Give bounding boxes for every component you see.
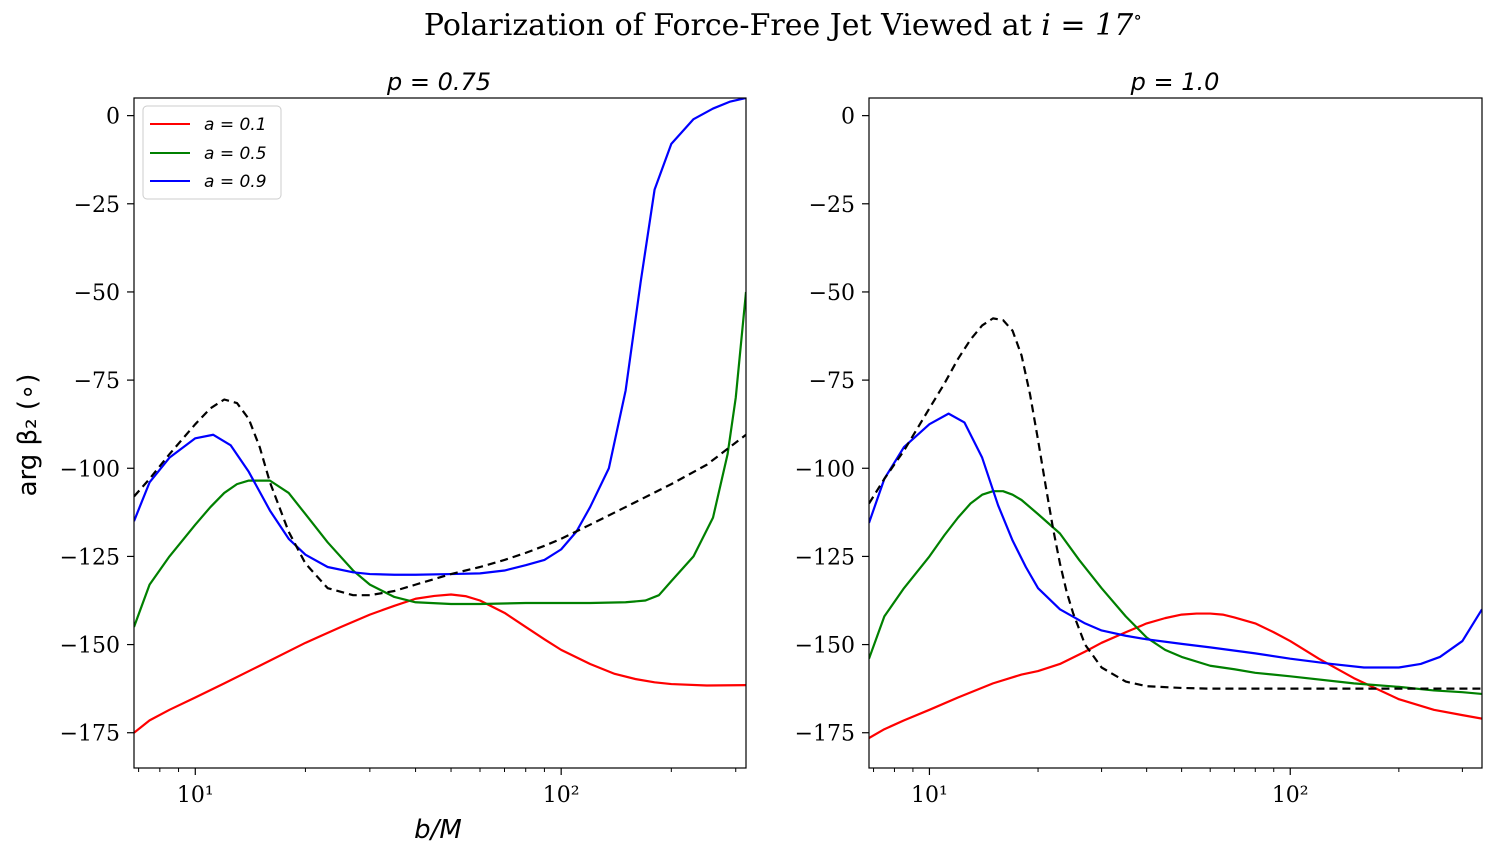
series-line-dashed <box>134 398 746 597</box>
legend-label-a09: a = 0.9 <box>204 172 267 192</box>
series-line-01 <box>869 612 1482 739</box>
legend-label-a05: a = 0.5 <box>204 144 267 164</box>
panel-right-lines <box>869 317 1482 739</box>
y-tick-label: 0 <box>106 105 120 130</box>
y-tick-label: −25 <box>809 193 855 218</box>
panel-right-axes: 0 −25 −50 −75 −100 −125 −150 −175 10¹ 10² <box>795 105 1463 808</box>
y-tick-label: −50 <box>74 281 120 306</box>
series-line-05 <box>134 291 746 628</box>
panel-left-xlabel: b/M <box>414 815 462 845</box>
series-line-05 <box>869 490 1482 696</box>
series-line-01 <box>134 593 746 734</box>
series-line-09 <box>134 98 746 576</box>
panel-right: p = 1.0 0 −25 −50 −75 −100 −125 −150 −175 10¹ 10² <box>795 68 1483 808</box>
figure-title-degree: ∘ <box>1133 7 1142 28</box>
x-tick-label: 10² <box>543 783 580 808</box>
y-tick-label: 0 <box>841 105 855 130</box>
panel-left-axes: 0 −25 −50 −75 −100 −125 −150 −175 10¹ 10² <box>60 105 737 808</box>
y-tick-label: −175 <box>60 722 120 747</box>
y-tick-label: −125 <box>60 545 120 570</box>
x-tick-label: 10¹ <box>177 783 214 808</box>
panel-left-frame <box>133 97 747 769</box>
x-tick-label: 10¹ <box>911 783 948 808</box>
y-tick-label: −25 <box>74 193 120 218</box>
panel-left-lines <box>134 98 746 734</box>
panel-left-ylabel: arg β₂ (∘) <box>13 374 43 497</box>
panel-right-frame <box>868 97 1483 769</box>
y-tick-label: −75 <box>809 369 855 394</box>
y-tick-label: −100 <box>795 457 855 482</box>
figure-title: Polarization of Force-Free Jet Viewed at… <box>424 7 1142 43</box>
figure-title-prefix: Polarization of Force-Free Jet Viewed at <box>424 8 1041 43</box>
y-tick-label: −150 <box>795 634 855 659</box>
series-line-09 <box>869 412 1482 669</box>
y-tick-label: −75 <box>74 369 120 394</box>
y-tick-label: −175 <box>795 722 855 747</box>
legend-label-a01: a = 0.1 <box>204 115 267 135</box>
panel-left: p = 0.75 0 −25 −50 −75 −100 −125 −150 −175 10¹ 10… <box>13 68 747 845</box>
panel-left-title: p = 0.75 <box>386 68 491 96</box>
legend: a = 0.1 a = 0.5 a = 0.9 <box>142 105 282 200</box>
panel-right-title: p = 1.0 <box>1130 68 1220 96</box>
y-tick-label: −50 <box>809 281 855 306</box>
legend-box <box>142 105 282 200</box>
series-line-dashed <box>869 317 1482 690</box>
figure-title-math: i = 17 <box>1041 8 1134 43</box>
y-tick-label: −150 <box>60 634 120 659</box>
y-tick-label: −125 <box>795 545 855 570</box>
y-tick-label: −100 <box>60 457 120 482</box>
x-tick-label: 10² <box>1272 783 1309 808</box>
